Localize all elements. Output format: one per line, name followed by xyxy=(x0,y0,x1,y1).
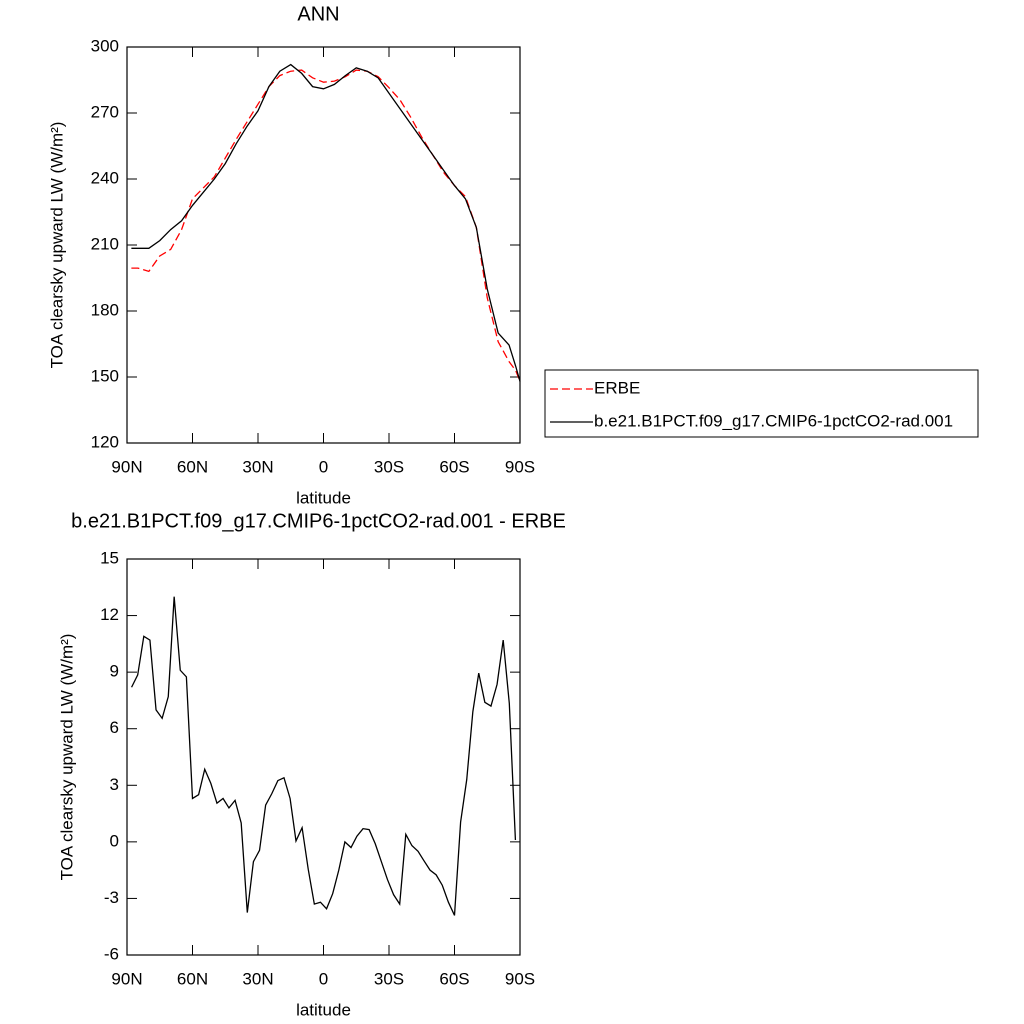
y-tick-label: 150 xyxy=(91,366,119,385)
y-tick-label: 6 xyxy=(110,718,119,737)
y-tick-label: 180 xyxy=(91,300,119,319)
y-tick-label: 3 xyxy=(110,775,119,794)
y-tick-label: 240 xyxy=(91,168,119,187)
legend-label: b.e21.B1PCT.f09_g17.CMIP6-1pctCO2-rad.00… xyxy=(594,411,953,430)
x-tick-label: 60N xyxy=(177,457,208,476)
x-tick-label: 30S xyxy=(374,969,404,988)
x-tick-label: 90N xyxy=(111,969,142,988)
legend-box xyxy=(544,369,979,438)
data-line xyxy=(130,596,517,916)
x-tick-label: 0 xyxy=(319,457,328,476)
y-tick-label: 15 xyxy=(100,548,119,567)
x-tick-label: 60N xyxy=(177,969,208,988)
x-tick-label: 0 xyxy=(319,969,328,988)
y-tick-label: 0 xyxy=(110,831,119,850)
y-tick-label: 270 xyxy=(91,102,119,121)
chart-title: b.e21.B1PCT.f09_g17.CMIP6-1pctCO2-rad.00… xyxy=(71,510,566,532)
x-tick-label: 90N xyxy=(111,457,142,476)
y-tick-label: -6 xyxy=(104,944,119,963)
x-tick-label: 90S xyxy=(505,969,535,988)
chart-title: ANN xyxy=(297,3,339,25)
y-tick-label: -3 xyxy=(104,888,119,907)
x-axis-label: latitude xyxy=(296,488,351,507)
y-axis-label: TOA clearsky upward LW (W/m²) xyxy=(47,122,66,369)
y-tick-label: 120 xyxy=(91,432,119,451)
x-tick-label: 30N xyxy=(242,969,273,988)
plot-frame xyxy=(126,558,521,956)
x-axis-label: latitude xyxy=(296,1000,351,1019)
x-tick-label: 90S xyxy=(505,457,535,476)
y-tick-label: 12 xyxy=(100,605,119,624)
y-tick-label: 210 xyxy=(91,234,119,253)
y-tick-label: 300 xyxy=(91,36,119,55)
y-tick-label: 9 xyxy=(110,662,119,681)
x-tick-label: 30N xyxy=(242,457,273,476)
x-tick-label: 30S xyxy=(374,457,404,476)
data-line xyxy=(131,69,521,382)
y-axis-label: TOA clearsky upward LW (W/m²) xyxy=(57,634,76,881)
plot-frame xyxy=(126,46,521,444)
data-line xyxy=(131,63,521,382)
legend-label: ERBE xyxy=(594,378,640,397)
x-tick-label: 60S xyxy=(439,457,469,476)
x-tick-label: 60S xyxy=(439,969,469,988)
